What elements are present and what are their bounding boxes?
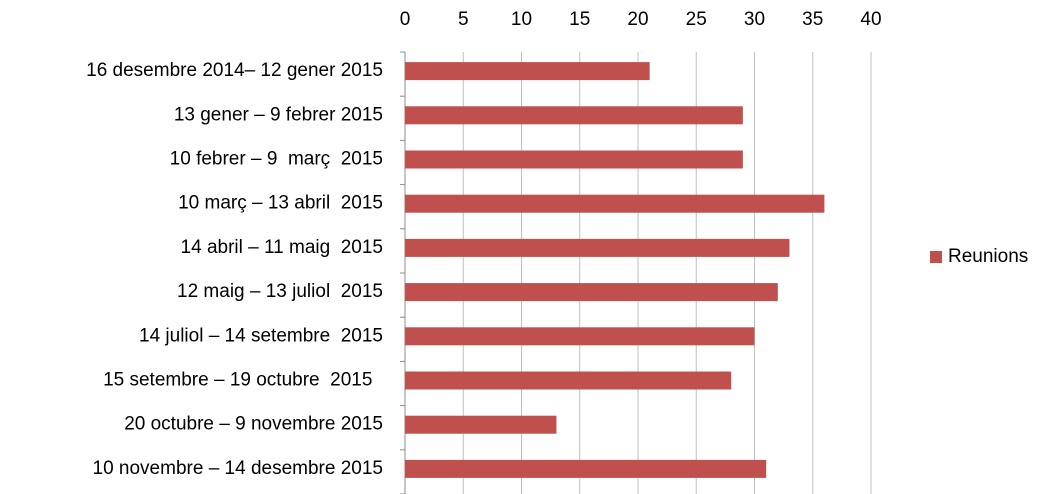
bar	[405, 371, 732, 390]
x-tick-label: 30	[744, 9, 765, 30]
x-tick-label: 20	[627, 9, 648, 30]
y-tick-label: 10 febrer – 9 març 2015	[170, 149, 383, 170]
y-tick-label: 10 març – 13 abril 2015	[178, 193, 383, 214]
x-tick-label: 5	[458, 9, 469, 30]
x-tick-label: 15	[569, 9, 590, 30]
bar	[405, 194, 825, 213]
legend-label: Reunions	[948, 246, 1028, 267]
y-tick-label: 12 maig – 13 juliol 2015	[177, 281, 383, 302]
y-tick-label: 16 desembre 2014– 12 gener 2015	[86, 60, 383, 81]
legend-swatch	[930, 251, 942, 263]
bar	[405, 283, 778, 302]
y-tick-label: 14 abril – 11 maig 2015	[181, 237, 383, 258]
x-tick-label: 35	[802, 9, 823, 30]
x-tick-label: 25	[686, 9, 707, 30]
bar	[405, 327, 755, 346]
y-tick-label: 15 setembre – 19 octubre 2015	[103, 370, 383, 391]
bar	[405, 62, 650, 81]
bar	[405, 238, 790, 257]
y-tick-label: 13 gener – 9 febrer 2015	[174, 104, 383, 125]
bar	[405, 415, 557, 434]
y-tick-label: 10 novembre – 14 desembre 2015	[93, 458, 383, 479]
bar	[405, 459, 767, 478]
x-tick-label: 0	[400, 9, 411, 30]
x-tick-label: 40	[860, 9, 881, 30]
bar	[405, 106, 743, 125]
x-tick-label: 10	[511, 9, 532, 30]
y-tick-label: 20 octubre – 9 novembre 2015	[124, 414, 383, 435]
y-tick-label: 14 juliol – 14 setembre 2015	[139, 325, 383, 346]
bar	[405, 150, 743, 169]
